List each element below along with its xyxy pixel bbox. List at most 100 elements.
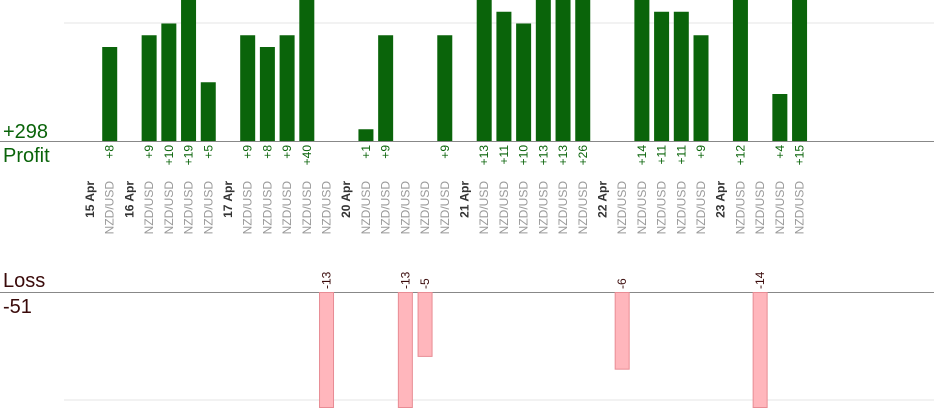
symbol-label: NZD/USD <box>300 181 314 235</box>
profit-value-label: +11 <box>497 145 511 165</box>
profit-bar <box>437 35 453 141</box>
date-label: 16 Apr <box>122 181 136 218</box>
profit-value-label: +9 <box>379 145 393 159</box>
profit-bar <box>654 11 670 141</box>
profit-label: Profit <box>3 145 50 167</box>
symbol-label: NZD/USD <box>615 181 629 235</box>
profit-bar <box>535 0 551 141</box>
profit-value-label: +15 <box>793 145 807 166</box>
profit-bar <box>141 35 157 141</box>
profit-bar <box>792 0 808 141</box>
profit-value-label: +10 <box>517 145 531 166</box>
profit-bar <box>673 11 689 141</box>
profit-value-label: +13 <box>477 145 491 166</box>
loss-bar <box>319 292 335 408</box>
profit-bar <box>575 0 591 141</box>
loss-value-label: -13 <box>398 271 412 289</box>
profit-bar <box>772 94 788 141</box>
symbol-label: NZD/USD <box>753 181 767 235</box>
profit-value-label: +9 <box>438 145 452 159</box>
date-label: 15 Apr <box>83 181 97 218</box>
symbol-label: NZD/USD <box>142 181 156 235</box>
profit-value-label: +9 <box>142 145 156 159</box>
profit-bar <box>476 0 492 141</box>
profit-bar <box>240 35 256 141</box>
profit-value-label: +14 <box>635 145 649 166</box>
symbol-label: NZD/USD <box>497 181 511 235</box>
profit-value-label: +13 <box>536 145 550 166</box>
profit-bar <box>378 35 394 141</box>
symbol-label: NZD/USD <box>201 181 215 235</box>
symbol-label: NZD/USD <box>556 181 570 235</box>
symbol-label: NZD/USD <box>103 181 117 235</box>
profit-bar <box>634 0 650 141</box>
profit-value-label: +1 <box>359 145 373 159</box>
symbol-label: NZD/USD <box>733 181 747 235</box>
symbol-label: NZD/USD <box>162 181 176 235</box>
loss-bar <box>417 292 433 357</box>
loss-bar <box>614 292 630 370</box>
symbol-label: NZD/USD <box>694 181 708 235</box>
symbol-label: NZD/USD <box>655 181 669 235</box>
profit-bar <box>200 82 216 141</box>
loss-value-label: -14 <box>753 271 767 289</box>
profit-value-label: +19 <box>182 145 196 166</box>
date-label: 22 Apr <box>595 181 609 218</box>
profit-total-label: +298 <box>3 121 49 143</box>
symbol-label: NZD/USD <box>536 181 550 235</box>
symbol-label: NZD/USD <box>674 181 688 235</box>
date-label: 20 Apr <box>339 181 353 218</box>
symbol-label: NZD/USD <box>398 181 412 235</box>
symbol-label: NZD/USD <box>418 181 432 235</box>
profit-value-label: +10 <box>162 145 176 166</box>
profit-value-label: +12 <box>733 145 747 166</box>
loss-total-label: -51 <box>3 296 32 318</box>
profit-value-label: +9 <box>241 145 255 159</box>
symbol-label: NZD/USD <box>359 181 373 235</box>
profit-bar <box>516 23 532 141</box>
profit-bar <box>181 0 197 141</box>
profit-bar <box>279 35 295 141</box>
date-label: 23 Apr <box>714 181 728 218</box>
symbol-label: NZD/USD <box>320 181 334 235</box>
loss-bar <box>752 292 768 408</box>
profit-value-label: +26 <box>576 145 590 166</box>
profit-bar <box>496 11 512 141</box>
profit-bar <box>693 35 709 141</box>
symbol-label: NZD/USD <box>517 181 531 235</box>
profit-value-label: +8 <box>260 145 274 159</box>
symbol-label: NZD/USD <box>438 181 452 235</box>
profit-bar <box>161 23 177 141</box>
date-label: 21 Apr <box>457 181 471 218</box>
profit-value-label: +4 <box>773 145 787 159</box>
profit-value-label: +9 <box>694 145 708 159</box>
profit-value-label: +13 <box>556 145 570 166</box>
profit-value-label: +11 <box>674 145 688 165</box>
symbol-label: NZD/USD <box>477 181 491 235</box>
loss-bar <box>397 292 413 408</box>
profit-value-label: +9 <box>280 145 294 159</box>
loss-value-label: -6 <box>615 278 629 289</box>
symbol-label: NZD/USD <box>773 181 787 235</box>
profit-bar <box>732 0 748 141</box>
profit-bar <box>102 47 118 141</box>
symbol-label: NZD/USD <box>635 181 649 235</box>
symbol-label: NZD/USD <box>260 181 274 235</box>
profit-bar <box>555 0 571 141</box>
symbol-label: NZD/USD <box>793 181 807 235</box>
profit-value-label: +11 <box>655 145 669 165</box>
symbol-label: NZD/USD <box>241 181 255 235</box>
profit-bar <box>299 0 315 141</box>
symbol-label: NZD/USD <box>379 181 393 235</box>
date-label: 17 Apr <box>221 181 235 218</box>
symbol-label: NZD/USD <box>182 181 196 235</box>
profit-value-label: +5 <box>201 145 215 159</box>
loss-value-label: -13 <box>320 271 334 289</box>
loss-value-label: -5 <box>418 278 432 289</box>
profit-value-label: +8 <box>103 145 117 159</box>
symbol-label: NZD/USD <box>280 181 294 235</box>
profit-bar <box>259 47 275 141</box>
profit-bar <box>358 129 374 141</box>
